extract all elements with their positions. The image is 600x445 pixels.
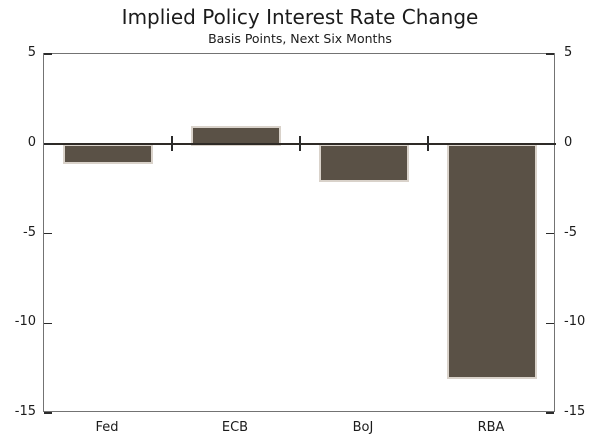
x-axis-label-boj: BoJ: [352, 420, 374, 435]
y-axis-tick-left: [44, 143, 52, 145]
y-axis-tick-left: [44, 412, 52, 414]
chart-title: Implied Policy Interest Rate Change: [121, 5, 479, 29]
plot-area: [43, 53, 556, 414]
y-axis-tick-left: [44, 322, 52, 324]
x-axis-label-ecb: ECB: [221, 420, 249, 435]
category-boundary-tick: [299, 136, 301, 152]
y-axis-tick-right: [546, 53, 554, 55]
y-axis-label-left: 0: [27, 134, 36, 150]
y-axis-tick-right: [546, 322, 554, 324]
y-axis-label-left: -5: [23, 224, 36, 240]
x-axis-label-fed: Fed: [95, 420, 119, 435]
y-axis-label-right: -10: [564, 314, 586, 330]
y-axis-tick-left: [44, 53, 52, 55]
y-axis-tick-right: [546, 412, 554, 414]
bar-boj: [319, 143, 409, 182]
y-axis-label-right: 5: [564, 45, 573, 60]
bar-fed: [63, 143, 153, 164]
y-axis-label-left: 5: [27, 45, 36, 60]
y-axis-label-right: -5: [564, 224, 577, 240]
y-axis-label-right: -15: [564, 404, 586, 419]
category-boundary-tick: [171, 136, 173, 152]
y-axis-tick-right: [546, 232, 554, 235]
y-axis-label-left: -15: [14, 404, 36, 419]
y-axis-tick-right: [546, 143, 554, 145]
bar-rba: [447, 143, 537, 380]
category-boundary-tick: [427, 136, 429, 152]
x-axis-label-rba: RBA: [477, 420, 505, 435]
y-axis-tick-left: [44, 232, 52, 235]
y-axis-label-left: -10: [14, 314, 36, 330]
y-axis-label-right: 0: [564, 134, 573, 150]
chart-subtitle: Basis Points, Next Six Months: [208, 31, 392, 46]
